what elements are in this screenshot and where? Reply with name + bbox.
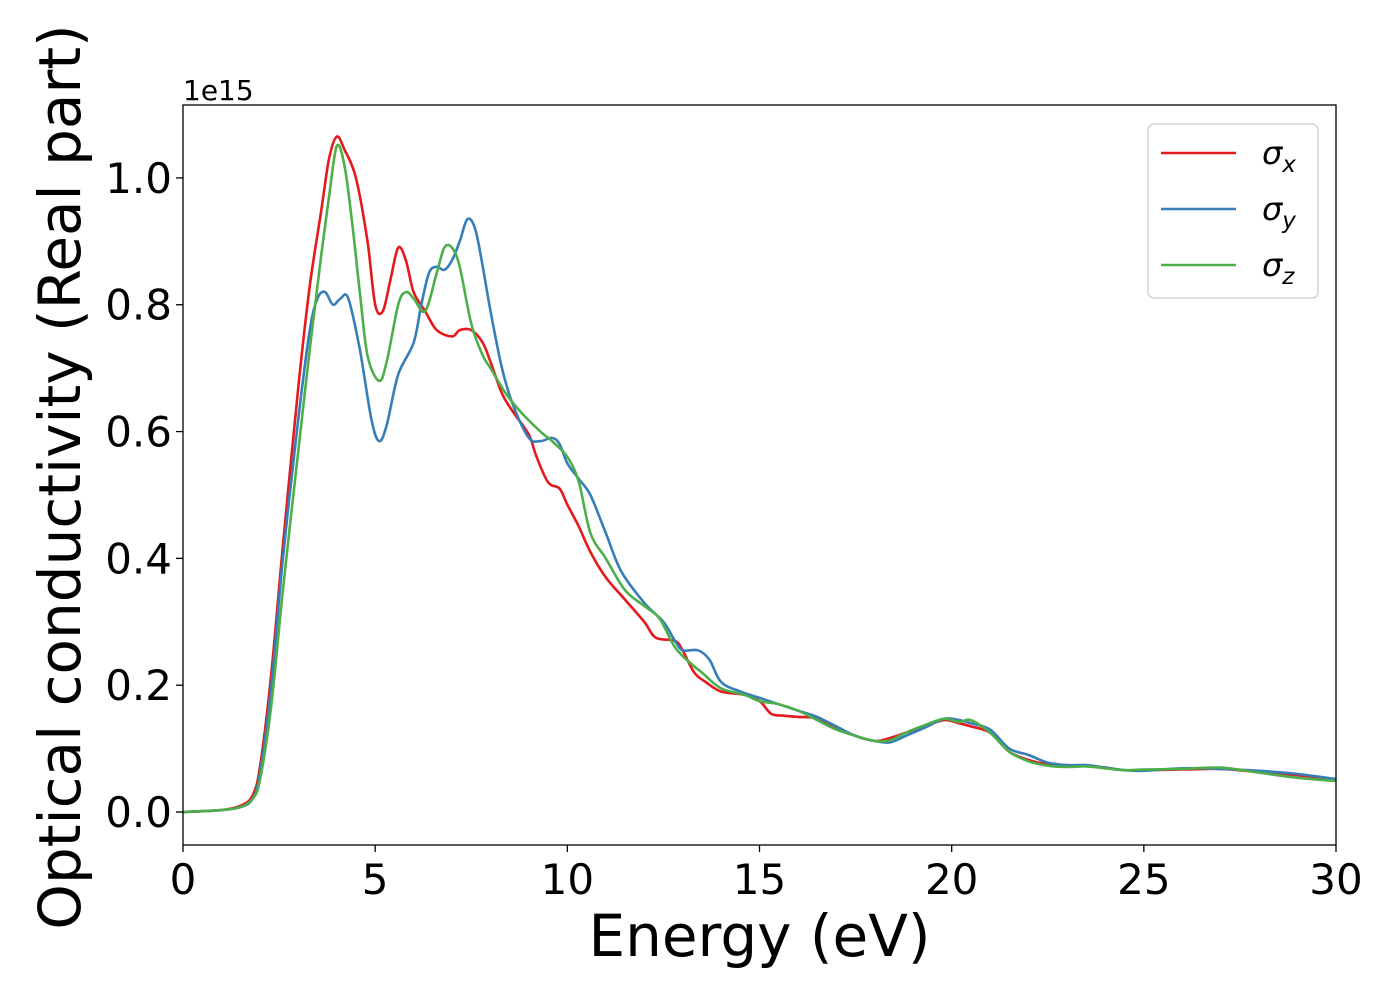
x-tick-label: 30 bbox=[1309, 855, 1362, 904]
x-tick-label: 20 bbox=[925, 855, 978, 904]
x-tick-label: 0 bbox=[170, 855, 197, 904]
y-tick-label: 0.8 bbox=[105, 281, 172, 330]
legend: σx σy σz bbox=[1147, 123, 1319, 299]
x-tick-label: 15 bbox=[733, 855, 786, 904]
legend-label-sigma-y: σy bbox=[1262, 190, 1296, 234]
x-axis-ticks: 0 5 10 15 20 25 30 bbox=[170, 845, 1363, 904]
y-tick-label: 0.6 bbox=[105, 408, 172, 457]
series-lines bbox=[183, 135, 1336, 814]
y-axis-label: Optical conductivity (Real part) bbox=[26, 24, 94, 929]
y-tick-label: 0.2 bbox=[105, 661, 172, 710]
legend-label-sigma-x: σx bbox=[1262, 134, 1296, 178]
x-tick-label: 5 bbox=[362, 855, 389, 904]
y-tick-label: 1.0 bbox=[105, 154, 172, 203]
y-offset-label: 1e15 bbox=[183, 74, 254, 107]
x-tick-label: 25 bbox=[1117, 855, 1170, 904]
legend-box bbox=[1147, 123, 1319, 299]
x-axis-label: Energy (eV) bbox=[588, 902, 930, 970]
y-axis-ticks: 0.0 0.2 0.4 0.6 0.8 1.0 bbox=[105, 154, 183, 837]
y-tick-label: 0.4 bbox=[105, 534, 172, 583]
y-tick-label: 0.0 bbox=[105, 788, 172, 837]
x-tick-label: 10 bbox=[541, 855, 594, 904]
series-line-sigma-z bbox=[183, 143, 1336, 814]
legend-label-sigma-z: σz bbox=[1262, 246, 1295, 290]
